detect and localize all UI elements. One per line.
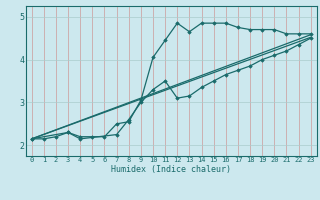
X-axis label: Humidex (Indice chaleur): Humidex (Indice chaleur) (111, 165, 231, 174)
